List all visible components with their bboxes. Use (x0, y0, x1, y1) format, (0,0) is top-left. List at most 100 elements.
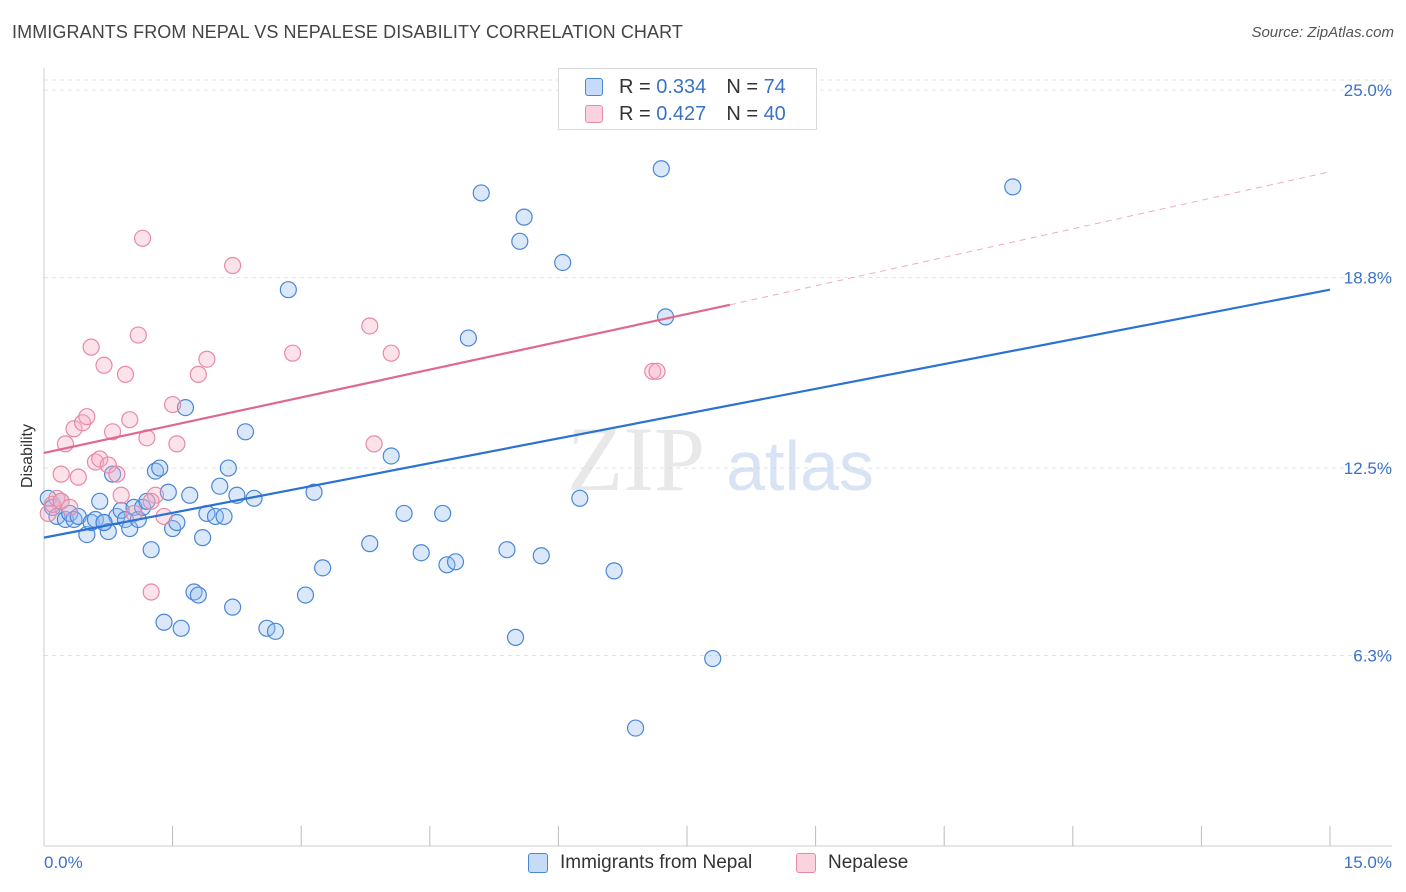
trend-extension-pink (729, 171, 1331, 306)
point-blue-58 (459, 329, 477, 347)
point-blue-69 (652, 160, 670, 178)
trend-line-blue (43, 288, 1331, 539)
point-pink-34 (365, 435, 383, 453)
point-blue-40 (219, 459, 237, 477)
point-pink-33 (361, 317, 379, 335)
point-blue-50 (314, 559, 332, 577)
gridlines (44, 79, 1392, 657)
point-blue-71 (704, 649, 722, 668)
point-blue-65 (554, 253, 572, 272)
point-blue-26 (155, 613, 173, 631)
point-blue-31 (176, 399, 195, 417)
bottom-legend: Immigrants from Nepal Nepalese (0, 852, 1406, 878)
point-blue-57 (446, 553, 465, 571)
point-pink-18 (116, 365, 135, 383)
point-pink-36 (644, 362, 662, 380)
legend-row-nepalese: R = 0.427 N = 40 (585, 103, 786, 125)
x-tick-label-right: 15.0% (1344, 853, 1392, 872)
point-blue-25 (151, 459, 169, 477)
watermark-atlas: atlas (726, 427, 874, 505)
point-blue-55 (434, 504, 452, 523)
point-blue-30 (172, 619, 190, 637)
legend-row-immigrants: R = 0.334 N = 74 (585, 76, 786, 98)
point-blue-64 (532, 547, 550, 565)
point-blue-43 (236, 423, 255, 441)
point-pink-28 (168, 435, 186, 453)
legend-n-value-1: 74 (763, 75, 786, 98)
point-pink-22 (133, 229, 152, 247)
point-pink-19 (121, 411, 139, 429)
point-blue-59 (472, 184, 490, 202)
point-blue-67 (605, 562, 623, 580)
point-pink-39 (142, 492, 160, 510)
point-pink-9 (78, 408, 96, 426)
point-pink-7 (69, 468, 87, 486)
point-blue-39 (215, 507, 233, 526)
point-pink-13 (95, 356, 113, 374)
y-tick-label-0: 6.3% (1353, 647, 1392, 666)
point-blue-13 (99, 522, 117, 541)
point-pink-32 (284, 344, 302, 362)
legend-n-label: N = (726, 102, 758, 125)
bottom-legend-immigrants[interactable]: Immigrants from Nepal (528, 852, 752, 874)
y-tick-label-1: 12.5% (1344, 459, 1392, 478)
point-pink-14 (99, 456, 117, 474)
chart-title: IMMIGRANTS FROM NEPAL VS NEPALESE DISABI… (12, 22, 683, 42)
point-pink-27 (164, 395, 182, 414)
legend-swatch-blue (585, 78, 603, 96)
trend-line-pink (43, 303, 731, 455)
y-tick-label-2: 18.8% (1344, 269, 1392, 288)
point-pink-10 (82, 338, 100, 356)
point-blue-46 (266, 622, 285, 640)
point-pink-0 (39, 504, 57, 523)
axes (43, 68, 1392, 847)
legend-n-value-2: 40 (763, 102, 786, 125)
point-pink-3 (52, 492, 70, 510)
point-blue-49 (305, 483, 323, 501)
point-blue-27 (159, 483, 177, 501)
point-pink-6 (65, 420, 83, 438)
point-pink-15 (103, 423, 122, 441)
point-pink-30 (198, 350, 216, 368)
point-blue-41 (224, 598, 242, 616)
legend-swatch-pink (585, 105, 603, 123)
point-blue-11 (91, 492, 109, 510)
watermark-zip: ZIP (567, 408, 705, 510)
x-tick-label-left: 0.0% (44, 853, 83, 872)
legend-r-label: R = (619, 75, 651, 98)
legend-r-label: R = (619, 102, 651, 125)
point-blue-61 (506, 628, 525, 646)
bottom-legend-label-nepalese: Nepalese (828, 852, 909, 873)
point-pink-37 (648, 362, 666, 380)
source-label: Source: ZipAtlas.com (1251, 24, 1394, 41)
point-pink-29 (189, 365, 207, 383)
point-pink-31 (224, 256, 242, 275)
point-pink-5 (61, 498, 79, 516)
point-blue-47 (279, 281, 297, 299)
point-blue-54 (412, 544, 430, 562)
data-points (39, 160, 1022, 737)
bottom-legend-swatch-blue (528, 853, 548, 873)
point-blue-60 (498, 541, 516, 559)
point-pink-20 (125, 504, 143, 523)
point-blue-72 (1004, 178, 1022, 196)
point-blue-22 (138, 492, 156, 510)
point-blue-32 (181, 486, 199, 504)
point-blue-52 (382, 447, 400, 465)
tick-labels: 6.3% 12.5% 18.8% 25.0% 0.0% 15.0% (44, 81, 1392, 872)
point-pink-21 (129, 326, 147, 344)
point-blue-62 (511, 232, 529, 250)
point-pink-16 (108, 465, 126, 483)
point-blue-16 (112, 501, 130, 519)
point-pink-12 (91, 450, 109, 468)
trend-lines (43, 171, 1331, 539)
point-blue-34 (189, 586, 207, 604)
point-blue-68 (626, 719, 645, 737)
point-pink-24 (142, 583, 160, 601)
y-axis-label: Disability (19, 423, 36, 489)
point-pink-35 (382, 344, 400, 362)
point-blue-63 (515, 208, 533, 226)
bottom-legend-label-immigrants: Immigrants from Nepal (560, 852, 753, 873)
legend-r-value-1: 0.334 (656, 75, 707, 98)
bottom-legend-nepalese[interactable]: Nepalese (796, 852, 908, 874)
